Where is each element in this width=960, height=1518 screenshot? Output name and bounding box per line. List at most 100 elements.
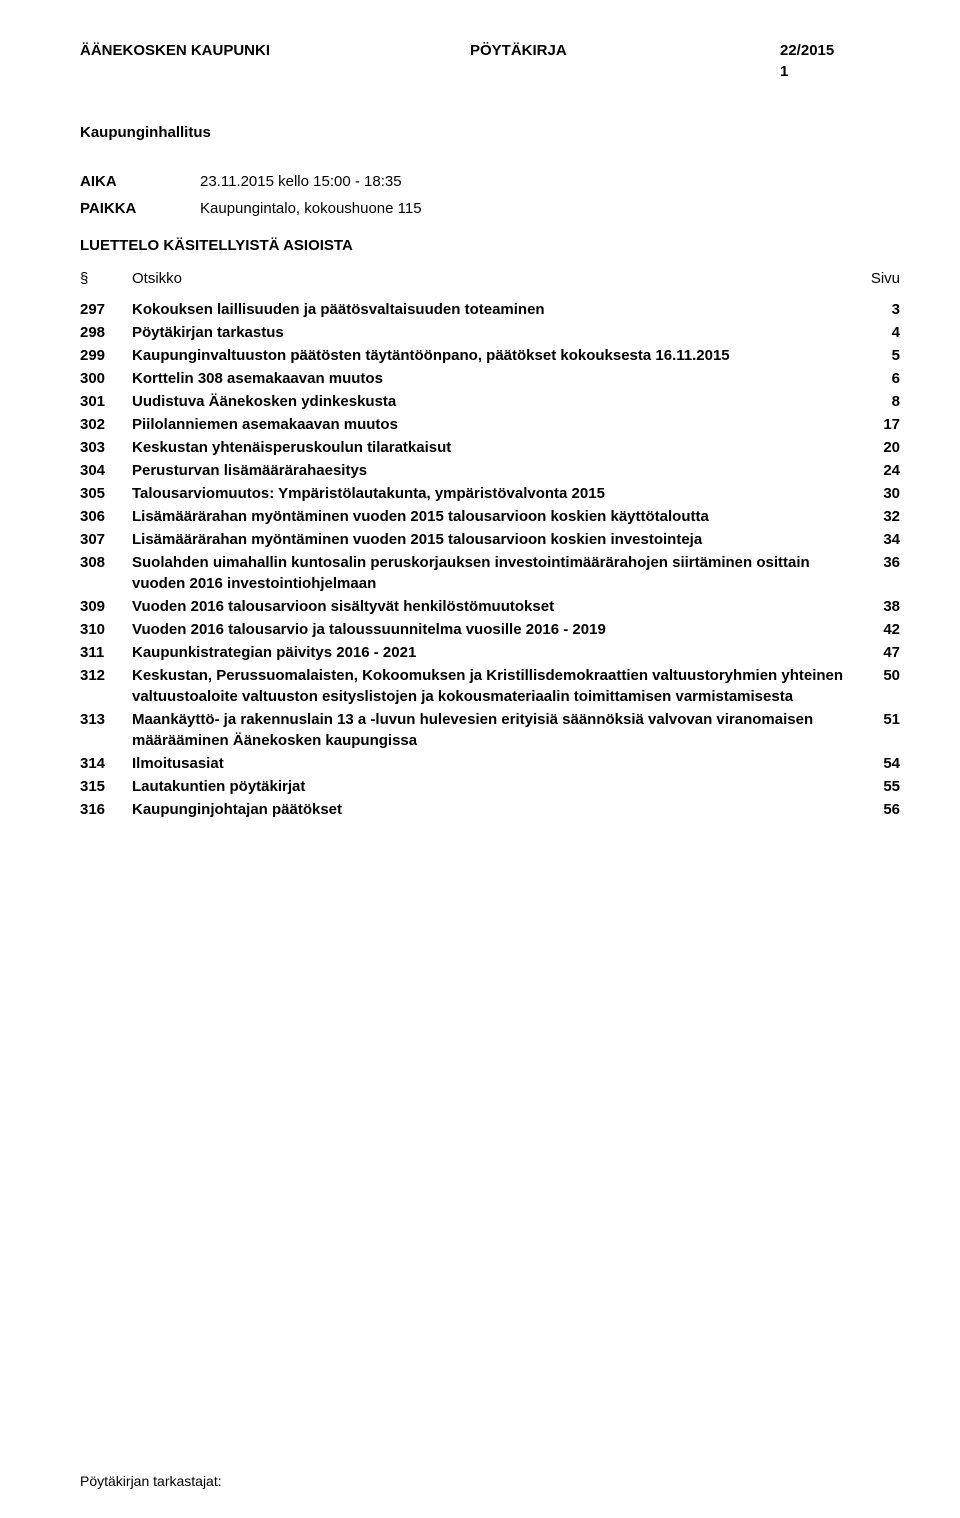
item-page: 38 [860, 596, 900, 617]
agenda-item: 301Uudistuva Äänekosken ydinkeskusta8 [80, 391, 900, 412]
item-page: 32 [860, 506, 900, 527]
item-number: 299 [80, 345, 132, 366]
item-page: 30 [860, 483, 900, 504]
page-number: 1 [780, 63, 788, 80]
col-section-header: § [80, 268, 132, 289]
item-title: Lisämäärärahan myöntäminen vuoden 2015 t… [132, 529, 860, 550]
agenda-item: 298Pöytäkirjan tarkastus4 [80, 322, 900, 343]
agenda-item: 311Kaupunkistrategian päivitys 2016 - 20… [80, 642, 900, 663]
item-title: Keskustan, Perussuomalaisten, Kokoomukse… [132, 665, 860, 707]
agenda-item: 302Piilolanniemen asemakaavan muutos17 [80, 414, 900, 435]
agenda-item: 305Talousarviomuutos: Ympäristölautakunt… [80, 483, 900, 504]
meeting-place-row: PAIKKA Kaupungintalo, kokoushuone 115 [80, 198, 900, 219]
item-number: 300 [80, 368, 132, 389]
agenda-item: 307Lisämäärärahan myöntäminen vuoden 201… [80, 529, 900, 550]
item-page: 4 [860, 322, 900, 343]
agenda-item: 303Keskustan yhtenäisperuskoulun tilarat… [80, 437, 900, 458]
item-number: 298 [80, 322, 132, 343]
org-name: ÄÄNEKOSKEN KAUPUNKI [80, 40, 360, 82]
agenda-item: 314Ilmoitusasiat54 [80, 753, 900, 774]
item-title: Piilolanniemen asemakaavan muutos [132, 414, 860, 435]
item-number: 297 [80, 299, 132, 320]
item-title: Korttelin 308 asemakaavan muutos [132, 368, 860, 389]
item-number: 307 [80, 529, 132, 550]
agenda-item: 299Kaupunginvaltuuston päätösten täytänt… [80, 345, 900, 366]
item-page: 42 [860, 619, 900, 640]
item-number: 308 [80, 552, 132, 573]
agenda-item: 312Keskustan, Perussuomalaisten, Kokoomu… [80, 665, 900, 707]
item-title: Vuoden 2016 talousarvioon sisältyvät hen… [132, 596, 860, 617]
meeting-title: Kaupunginhallitus [80, 122, 900, 143]
agenda-item: 313Maankäyttö- ja rakennuslain 13 a -luv… [80, 709, 900, 751]
footer-text: Pöytäkirjan tarkastajat: [80, 1472, 222, 1492]
item-page: 5 [860, 345, 900, 366]
item-page: 34 [860, 529, 900, 550]
item-page: 47 [860, 642, 900, 663]
doc-number-page: 22/2015 1 [780, 40, 900, 82]
item-page: 51 [860, 709, 900, 730]
agenda-item: 306Lisämäärärahan myöntäminen vuoden 201… [80, 506, 900, 527]
agenda-item: 315Lautakuntien pöytäkirjat55 [80, 776, 900, 797]
item-title: Lautakuntien pöytäkirjat [132, 776, 860, 797]
item-number: 316 [80, 799, 132, 820]
item-number: 314 [80, 753, 132, 774]
agenda-item: 310Vuoden 2016 talousarvio ja taloussuun… [80, 619, 900, 640]
item-title: Kaupunkistrategian päivitys 2016 - 2021 [132, 642, 860, 663]
item-number: 306 [80, 506, 132, 527]
item-title: Kokouksen laillisuuden ja päätösvaltaisu… [132, 299, 860, 320]
item-title: Pöytäkirjan tarkastus [132, 322, 860, 343]
meeting-time-row: AIKA 23.11.2015 kello 15:00 - 18:35 [80, 171, 900, 192]
item-page: 6 [860, 368, 900, 389]
item-number: 304 [80, 460, 132, 481]
item-title: Vuoden 2016 talousarvio ja taloussuunnit… [132, 619, 860, 640]
col-title-header: Otsikko [132, 268, 860, 289]
item-number: 315 [80, 776, 132, 797]
agenda-heading: LUETTELO KÄSITELLYISTÄ ASIOISTA [80, 235, 900, 256]
item-page: 20 [860, 437, 900, 458]
item-title: Keskustan yhtenäisperuskoulun tilaratkai… [132, 437, 860, 458]
item-page: 56 [860, 799, 900, 820]
item-title: Kaupunginvaltuuston päätösten täytäntöön… [132, 345, 860, 366]
agenda-item: 308Suolahden uimahallin kuntosalin perus… [80, 552, 900, 594]
item-title: Uudistuva Äänekosken ydinkeskusta [132, 391, 860, 412]
item-number: 312 [80, 665, 132, 686]
item-number: 301 [80, 391, 132, 412]
document-header: ÄÄNEKOSKEN KAUPUNKI PÖYTÄKIRJA 22/2015 1 [80, 40, 900, 82]
doc-type: PÖYTÄKIRJA [470, 40, 670, 82]
agenda-column-headers: § Otsikko Sivu [80, 268, 900, 289]
item-title: Ilmoitusasiat [132, 753, 860, 774]
item-number: 302 [80, 414, 132, 435]
agenda-item: 300Korttelin 308 asemakaavan muutos6 [80, 368, 900, 389]
item-title: Kaupunginjohtajan päätökset [132, 799, 860, 820]
item-page: 54 [860, 753, 900, 774]
agenda-item: 297Kokouksen laillisuuden ja päätösvalta… [80, 299, 900, 320]
item-page: 3 [860, 299, 900, 320]
item-title: Suolahden uimahallin kuntosalin peruskor… [132, 552, 860, 594]
agenda-item: 304Perusturvan lisämäärärahaesitys24 [80, 460, 900, 481]
time-label: AIKA [80, 171, 200, 192]
item-title: Maankäyttö- ja rakennuslain 13 a -luvun … [132, 709, 860, 751]
doc-number: 22/2015 [780, 42, 834, 59]
item-title: Talousarviomuutos: Ympäristölautakunta, … [132, 483, 860, 504]
item-page: 24 [860, 460, 900, 481]
item-number: 305 [80, 483, 132, 504]
item-page: 36 [860, 552, 900, 573]
item-page: 8 [860, 391, 900, 412]
item-number: 311 [80, 642, 132, 663]
agenda-item: 316Kaupunginjohtajan päätökset56 [80, 799, 900, 820]
agenda-list: 297Kokouksen laillisuuden ja päätösvalta… [80, 299, 900, 820]
item-number: 310 [80, 619, 132, 640]
time-value: 23.11.2015 kello 15:00 - 18:35 [200, 171, 900, 192]
place-value: Kaupungintalo, kokoushuone 115 [200, 198, 900, 219]
item-number: 313 [80, 709, 132, 730]
item-page: 50 [860, 665, 900, 686]
item-number: 303 [80, 437, 132, 458]
item-page: 55 [860, 776, 900, 797]
col-page-header: Sivu [860, 268, 900, 289]
item-title: Lisämäärärahan myöntäminen vuoden 2015 t… [132, 506, 860, 527]
agenda-item: 309Vuoden 2016 talousarvioon sisältyvät … [80, 596, 900, 617]
item-page: 17 [860, 414, 900, 435]
item-title: Perusturvan lisämäärärahaesitys [132, 460, 860, 481]
place-label: PAIKKA [80, 198, 200, 219]
item-number: 309 [80, 596, 132, 617]
